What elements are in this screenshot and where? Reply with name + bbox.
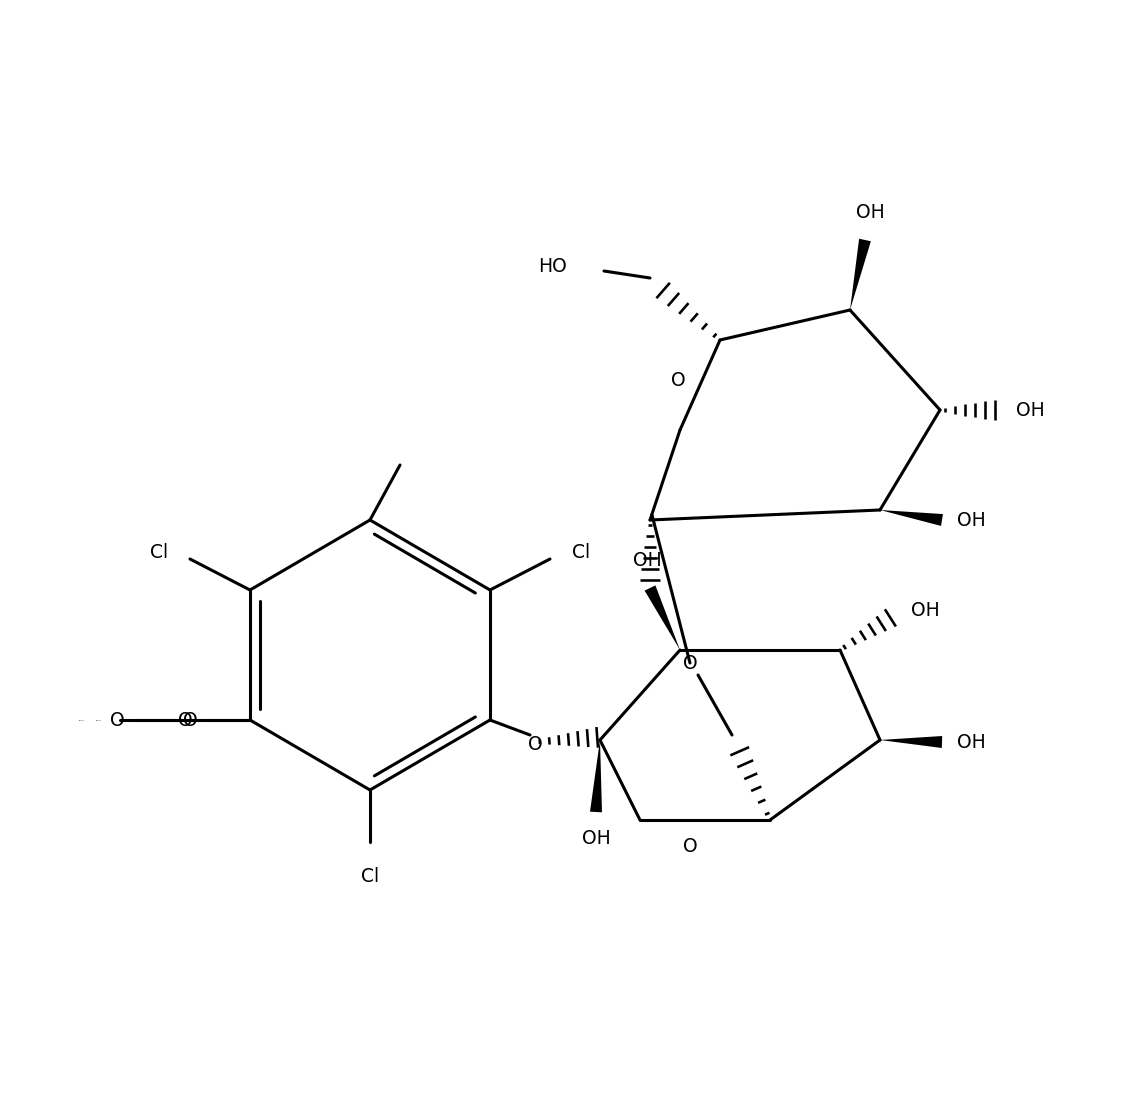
Text: O: O bbox=[683, 838, 697, 857]
Text: Cl: Cl bbox=[150, 543, 168, 561]
Text: Cl: Cl bbox=[361, 868, 379, 887]
Text: OH: OH bbox=[1015, 401, 1044, 420]
Text: O: O bbox=[683, 654, 697, 673]
Text: OH: OH bbox=[633, 550, 661, 569]
Text: HO: HO bbox=[539, 256, 567, 275]
Text: OH: OH bbox=[582, 830, 611, 849]
Text: methoxy: methoxy bbox=[79, 720, 85, 721]
Text: O: O bbox=[178, 711, 193, 730]
Polygon shape bbox=[880, 736, 942, 747]
Text: Cl: Cl bbox=[572, 543, 590, 561]
Polygon shape bbox=[644, 585, 680, 649]
Text: O: O bbox=[670, 371, 685, 390]
Polygon shape bbox=[880, 510, 943, 526]
Polygon shape bbox=[850, 238, 871, 310]
Text: methoxy: methoxy bbox=[96, 720, 102, 721]
Text: OH: OH bbox=[957, 510, 986, 529]
Text: OH: OH bbox=[911, 600, 940, 619]
Polygon shape bbox=[590, 740, 602, 812]
Text: OH: OH bbox=[957, 733, 986, 752]
Text: O: O bbox=[182, 711, 197, 730]
Text: O: O bbox=[527, 735, 542, 754]
Text: OH: OH bbox=[856, 203, 885, 222]
Text: O: O bbox=[110, 711, 124, 730]
